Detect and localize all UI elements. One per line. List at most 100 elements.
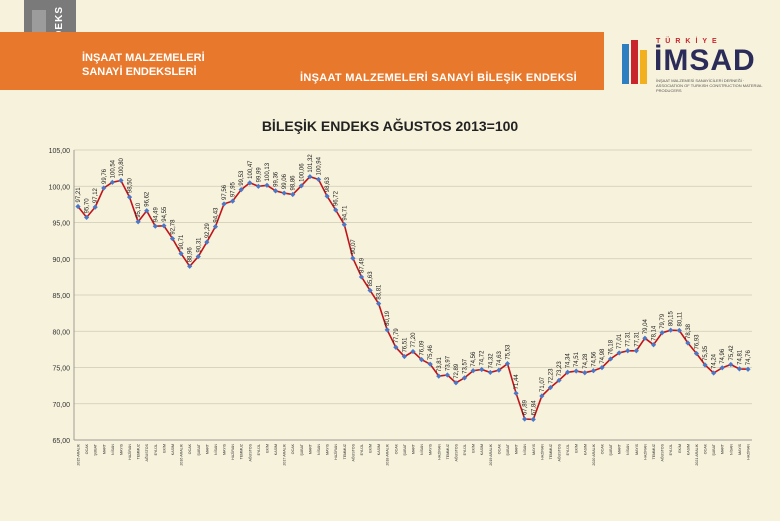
data-point (376, 301, 382, 307)
data-label: 78,38 (686, 323, 692, 339)
data-point (204, 239, 210, 245)
data-label: 75,46 (428, 344, 434, 360)
data-point (702, 362, 708, 368)
x-tick-label: 2015 ARALIK (77, 443, 81, 465)
x-tick-label: EYLÜL (154, 444, 158, 455)
data-point (169, 235, 176, 242)
data-point (221, 201, 227, 207)
data-point (573, 368, 579, 374)
x-tick-label: AĞUSTOS (144, 443, 149, 461)
data-point (513, 390, 519, 396)
data-point (547, 384, 554, 391)
x-tick-label: NİSAN (522, 444, 527, 455)
data-point (496, 367, 502, 373)
data-point (126, 194, 133, 200)
x-tick-label: EYLÜL (463, 444, 467, 455)
data-point (195, 253, 201, 260)
data-point (590, 368, 596, 374)
x-tick-label: HAZİRAN (127, 444, 132, 460)
data-point (676, 327, 682, 334)
data-label: 94,43 (213, 207, 219, 223)
x-tick-label: AĞUSTOS (557, 443, 562, 461)
data-point (410, 348, 416, 355)
x-tick-label: ŞUBAT (197, 443, 201, 456)
data-point (101, 185, 107, 191)
x-tick-label: ŞUBAT (609, 443, 613, 456)
data-label: 90,31 (196, 237, 202, 253)
x-tick-label: TEMMUZ (240, 443, 244, 459)
x-tick-label: EKİM (471, 444, 476, 453)
data-point (444, 372, 450, 378)
data-label: 100,06 (299, 163, 305, 182)
data-label: 97,12 (93, 187, 99, 203)
data-point (350, 255, 356, 261)
chart-title: BİLEŞİK ENDEKS AĞUSTOS 2013=100 (261, 118, 519, 134)
x-tick-label: OCAK (188, 443, 192, 454)
data-label: 101,32 (308, 154, 314, 173)
data-label: 71,44 (514, 374, 520, 390)
x-tick-label: HAZİRAN (642, 444, 647, 460)
x-tick-label: AĞUSTOS (660, 443, 665, 461)
x-tick-label: EKİM (161, 444, 166, 453)
data-label: 74,28 (583, 353, 589, 369)
data-label: 96,72 (334, 190, 340, 206)
data-point (384, 327, 390, 333)
y-tick-label: 85,00 (52, 293, 70, 300)
x-tick-label: HAZİRAN (539, 444, 544, 460)
data-label: 79,79 (660, 313, 666, 329)
data-point (530, 416, 536, 423)
x-tick-label: ŞUBAT (403, 443, 407, 456)
data-point (582, 370, 588, 376)
org-name: İMSAD (654, 44, 756, 77)
data-label: 74,98 (600, 348, 606, 364)
data-point (427, 361, 433, 367)
y-tick-label: 100,00 (49, 184, 71, 191)
x-tick-label: AĞUSTOS (350, 443, 355, 461)
x-tick-label: HAZİRAN (746, 444, 751, 460)
x-tick-label: KASIM (480, 444, 484, 455)
data-label: 99,76 (102, 168, 108, 184)
x-tick-label: TEMMUZ (446, 443, 450, 459)
data-label: 71,07 (540, 376, 546, 392)
series-line (77, 175, 749, 421)
data-label: 75,35 (703, 345, 709, 361)
x-tick-label: EYLÜL (669, 444, 673, 455)
data-point (315, 176, 322, 183)
x-tick-label: NİSAN (110, 444, 115, 455)
y-tick-label: 90,00 (52, 257, 70, 264)
brand-line-2: SANAYİ ENDEKSLERİ (82, 66, 197, 78)
x-tick-label: ŞUBAT (300, 443, 304, 456)
data-label: 74,51 (574, 351, 580, 367)
data-point (264, 182, 270, 188)
data-label: 99,06 (282, 173, 288, 189)
header-banner (0, 32, 604, 90)
x-tick-label: MART (721, 443, 725, 454)
x-tick-label: MART (205, 443, 209, 454)
data-label: 94,71 (342, 205, 348, 221)
data-point (401, 353, 408, 360)
data-point (504, 361, 511, 367)
data-label: 74,76 (746, 350, 752, 366)
data-point (135, 219, 141, 225)
imsad-mark-icon (622, 40, 647, 84)
data-label: 77,31 (626, 331, 632, 347)
data-point (745, 366, 751, 372)
data-point (470, 368, 476, 374)
data-label: 83,81 (377, 284, 383, 300)
data-point (565, 369, 571, 375)
data-point (642, 335, 648, 341)
data-label: 74,34 (566, 353, 572, 369)
data-label: 100,13 (265, 162, 271, 181)
org-description: İNŞAAT MALZEMESİ SANAYİCİLERİ DERNEĞİ · … (656, 78, 763, 93)
data-label: 97,56 (222, 184, 228, 200)
data-point (178, 251, 184, 257)
x-tick-label: MAYIS (223, 443, 227, 455)
data-label: 95,10 (136, 202, 142, 218)
data-label: 79,04 (643, 319, 649, 335)
data-point (290, 191, 296, 198)
data-label: 74,96 (720, 348, 726, 364)
data-label: 77,20 (411, 332, 417, 348)
x-tick-label: 2020 ARALIK (592, 443, 596, 465)
y-tick-label: 95,00 (52, 221, 70, 228)
